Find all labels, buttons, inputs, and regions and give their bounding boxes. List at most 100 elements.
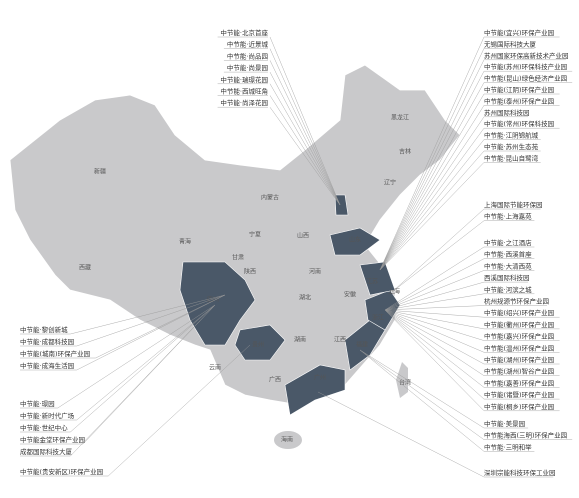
site-label: 中节能·昆山自鹭湾 — [484, 153, 539, 162]
province-label: 上海 — [388, 288, 400, 296]
site-label: 中节能(泰州)环保产业园 — [484, 96, 554, 105]
province-label: 云南 — [209, 364, 221, 372]
province-label: 新疆 — [94, 168, 106, 176]
site-label: 中节能·三明和举 — [484, 442, 532, 451]
province-label: 山西 — [297, 232, 309, 240]
site-label: 苏州国家环保高新技术产业园 — [484, 51, 569, 60]
site-label: 上海国际节能环保园 — [484, 200, 543, 209]
site-label: 无锡国际科技大厦 — [484, 39, 537, 48]
province-label: 吉林 — [399, 148, 411, 156]
leader-line — [269, 60, 341, 206]
site-label: 中节能·北京首座 — [220, 28, 268, 37]
site-label: 中节能·璟园 — [20, 399, 55, 408]
site-label: 中节能(桐乡)环保产业园 — [484, 402, 554, 411]
leader-line — [70, 294, 226, 335]
leader-line — [359, 349, 485, 429]
site-label: 中节能(贵安新区)环保产业园 — [20, 467, 103, 476]
site-label: 中节能·西城旺角 — [220, 87, 268, 96]
leader-line — [379, 82, 485, 271]
leader-line — [379, 36, 485, 271]
site-label: 苏州国际科技园 — [484, 108, 530, 117]
site-label: 中节能(昆山)绿色经济产业园 — [484, 74, 567, 83]
site-label: 中节能·瑞璟花园 — [220, 75, 268, 84]
province-label: 湖南 — [294, 336, 306, 344]
leader-line — [384, 305, 485, 311]
leader-line — [379, 162, 485, 271]
leader-line — [379, 116, 485, 271]
leader-line — [57, 304, 216, 409]
site-label: 中节能·苏州生态苑 — [484, 142, 539, 151]
site-label: 中节能·大清西苑 — [484, 261, 532, 270]
leader-line — [384, 309, 485, 330]
leader-line — [379, 71, 485, 271]
leader-line — [384, 309, 485, 400]
province-label: 河南 — [309, 268, 321, 276]
province-label: 青海 — [179, 238, 191, 246]
leader-line — [269, 72, 341, 206]
leader-line — [108, 344, 251, 477]
site-label: 中节能·世纪中心 — [20, 423, 68, 432]
china-outline — [9, 64, 461, 406]
site-label: 中节能·新时代广场 — [20, 411, 75, 420]
province-label: 宁夏 — [249, 231, 261, 239]
site-label: 西溪国际科技园 — [484, 273, 530, 282]
site-label: 中节能(城南)环保产业园 — [20, 349, 90, 358]
province-label: 江苏 — [366, 278, 378, 286]
leader-line — [379, 48, 485, 271]
site-label: 中节能(湖州)智谷产业园 — [484, 367, 554, 376]
province-label: 辽宁 — [384, 179, 396, 187]
leader-line — [317, 391, 485, 478]
leader-line — [379, 128, 485, 271]
province-label: 广西 — [269, 376, 281, 384]
site-label: 中节能(湖州)环保产业园 — [484, 355, 554, 364]
leader-line — [384, 258, 485, 311]
jiangsu — [359, 261, 396, 296]
site-label: 中节能·黎创新城 — [20, 325, 68, 334]
site-label: 中节能·成都科技园 — [20, 337, 74, 346]
site-label: 中节能(嘉兴)环保产业园 — [484, 332, 554, 341]
leader-line — [384, 309, 485, 318]
site-label: 中节能·上海嘉苑 — [484, 212, 532, 221]
leader-line — [384, 309, 485, 376]
leader-line — [384, 309, 485, 365]
site-label: 中节能(常州)环保科技园 — [484, 119, 554, 128]
province-label: 内蒙古 — [261, 194, 279, 202]
leader-line — [359, 349, 485, 452]
site-label: 中节能(温州)环保产业园 — [484, 343, 554, 352]
site-label: 中节能·西溪首座 — [484, 250, 532, 259]
beijing — [334, 194, 349, 216]
leader-line — [384, 309, 485, 411]
leader-line — [379, 59, 485, 271]
site-label: 中节能·之江酒店 — [484, 238, 532, 247]
leader-line — [384, 309, 485, 341]
leader-line — [379, 93, 485, 271]
site-label: 中节能·成海生活园 — [20, 361, 74, 370]
leader-line — [379, 150, 485, 271]
leader-line — [269, 48, 341, 206]
leader-line — [269, 95, 341, 206]
site-label: 中节能·尚景园 — [227, 63, 268, 72]
site-label: 中节能(绍兴)环保产业园 — [484, 308, 554, 317]
fujian — [344, 319, 386, 371]
leader-line — [384, 293, 485, 311]
site-label: 中节能·河滨之城 — [484, 285, 532, 294]
leader-line — [76, 294, 226, 371]
province-label: 贵州 — [252, 341, 264, 349]
site-label: 中节能(衢州)环保产业园 — [484, 320, 554, 329]
province-label: 福建 — [356, 341, 368, 349]
guizhou — [234, 324, 286, 361]
shandong — [329, 227, 381, 256]
site-label: 中节能·近景城 — [227, 40, 269, 49]
site-label: 中节能(苏州)环保科技产业园 — [484, 62, 567, 71]
leader-line — [269, 36, 341, 206]
leader-line — [391, 220, 485, 293]
province-label: 黑龙江 — [391, 114, 409, 122]
site-label: 中节能(江阴)环保产业园 — [484, 85, 554, 94]
province-label: 甘肃 — [232, 254, 244, 262]
province-label: 四川 — [207, 297, 219, 304]
site-label: 深圳宗能科技环保工业园 — [484, 468, 556, 477]
province-label: 广州 — [314, 374, 326, 382]
leader-line — [384, 309, 485, 353]
site-label: 中节能(嘉善)环保产业园 — [484, 378, 554, 387]
